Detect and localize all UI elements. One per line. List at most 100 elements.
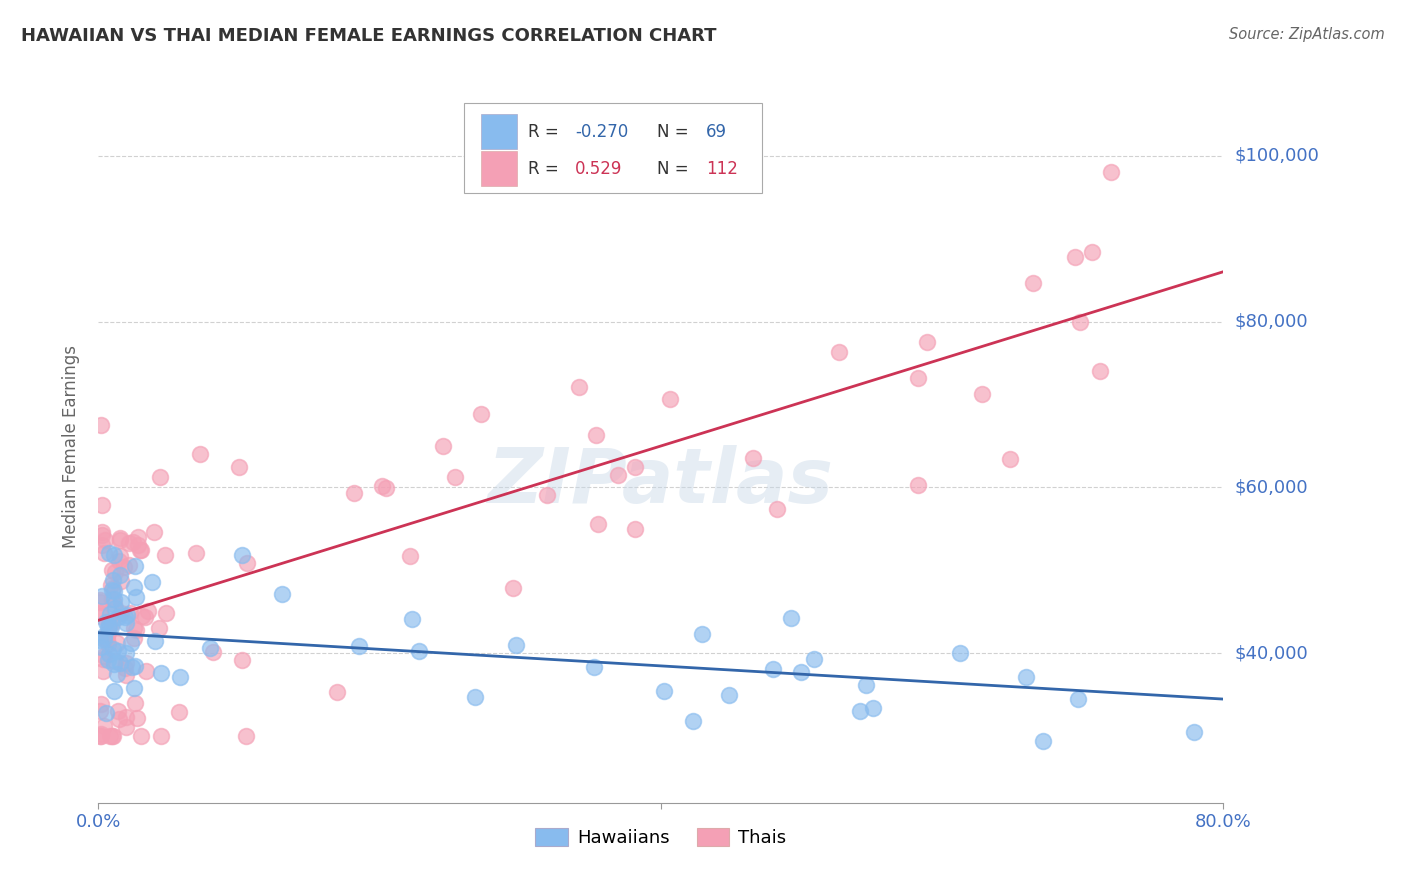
Point [94,615,117,630]
Point [107,610,129,624]
Point [108,657,131,671]
FancyBboxPatch shape [464,103,762,193]
Text: N =: N = [658,123,695,141]
Text: HAWAIIAN VS THAI MEDIAN FEMALE EARNINGS CORRELATION CHART: HAWAIIAN VS THAI MEDIAN FEMALE EARNINGS … [21,27,717,45]
FancyBboxPatch shape [481,114,517,149]
Point [122,631,145,645]
Point [124,659,146,673]
Point [790,665,813,680]
Point [90,589,112,603]
Point [107,554,129,568]
Point [470,407,492,421]
Point [107,644,129,658]
Y-axis label: Median Female Earnings: Median Female Earnings [62,344,80,548]
Point [93,546,115,560]
Point [108,549,131,563]
Text: N =: N = [658,160,695,178]
Point [682,714,704,728]
Point [89,608,111,623]
Point [169,670,191,684]
Point [101,642,124,657]
Point [103,597,125,611]
Point [150,665,173,680]
Point [907,371,929,385]
Point [97,637,120,651]
Point [97,616,120,631]
Point [104,565,127,579]
Text: 69: 69 [706,123,727,141]
Point [115,608,138,623]
Point [567,380,589,394]
Point [103,684,125,698]
Point [124,681,146,695]
Point [148,621,170,635]
Point [96,632,118,647]
Point [949,646,972,660]
Point [201,645,224,659]
Point [115,720,138,734]
Point [101,583,124,598]
Point [129,542,152,557]
Point [408,644,430,658]
Point [101,582,124,596]
Point [972,387,994,401]
Point [93,628,115,642]
Point [443,469,465,483]
Point [167,706,190,720]
Point [371,479,394,493]
Point [90,640,112,655]
Point [586,516,609,531]
Point [464,690,486,704]
Point [129,730,152,744]
Point [343,486,366,500]
Point [915,334,938,349]
Point [862,700,884,714]
Point [1000,452,1022,467]
Point [742,451,765,466]
Point [125,590,148,604]
Text: R =: R = [529,160,564,178]
Point [122,534,145,549]
Text: $80,000: $80,000 [1234,312,1308,331]
Point [828,344,851,359]
Point [100,577,122,591]
Point [718,689,741,703]
Point [90,538,112,552]
Point [188,447,211,461]
Point [97,626,120,640]
Point [110,574,132,588]
Point [1064,250,1087,264]
Point [110,594,132,608]
Point [153,548,176,562]
Point [761,662,783,676]
Point [103,584,125,599]
Point [652,684,675,698]
Point [93,719,115,733]
Point [228,459,250,474]
FancyBboxPatch shape [481,151,517,186]
Point [118,536,141,550]
Point [135,665,157,679]
Point [117,558,139,572]
Legend: Hawaiians, Thais: Hawaiians, Thais [529,822,793,855]
Point [1022,276,1045,290]
Point [98,647,121,661]
Text: R =: R = [529,123,564,141]
Point [103,591,125,606]
Point [124,697,146,711]
Point [93,651,115,665]
Point [124,624,146,638]
Point [115,709,138,723]
Point [1182,725,1205,739]
Point [803,652,825,666]
Point [502,581,524,595]
Point [659,392,682,407]
Point [155,606,177,620]
Point [114,656,136,670]
Point [143,634,166,648]
Point [98,607,121,621]
Point [105,667,128,681]
Point [236,556,259,570]
Point [91,664,114,678]
Text: ZIPatlas: ZIPatlas [488,445,834,518]
